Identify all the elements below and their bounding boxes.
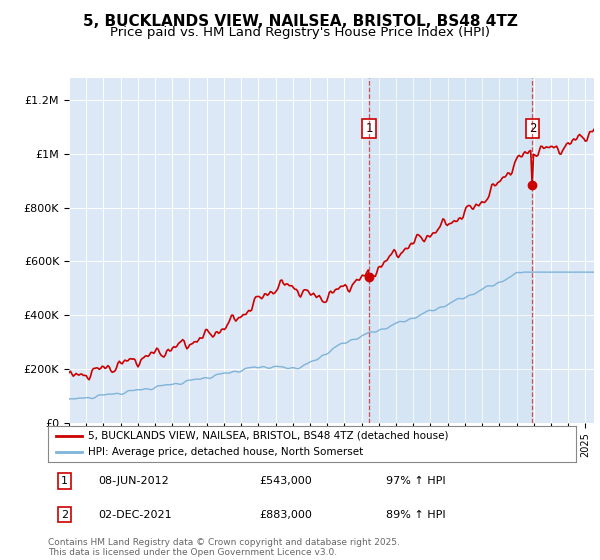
Text: 08-JUN-2012: 08-JUN-2012 bbox=[98, 476, 169, 486]
Text: 97% ↑ HPI: 97% ↑ HPI bbox=[386, 476, 446, 486]
Text: £543,000: £543,000 bbox=[259, 476, 312, 486]
Text: 1: 1 bbox=[61, 476, 68, 486]
Text: HPI: Average price, detached house, North Somerset: HPI: Average price, detached house, Nort… bbox=[88, 447, 363, 457]
Text: Price paid vs. HM Land Registry's House Price Index (HPI): Price paid vs. HM Land Registry's House … bbox=[110, 26, 490, 39]
Text: 89% ↑ HPI: 89% ↑ HPI bbox=[386, 510, 446, 520]
Text: 02-DEC-2021: 02-DEC-2021 bbox=[98, 510, 172, 520]
Text: 1: 1 bbox=[365, 122, 373, 135]
Text: 2: 2 bbox=[61, 510, 68, 520]
Text: Contains HM Land Registry data © Crown copyright and database right 2025.
This d: Contains HM Land Registry data © Crown c… bbox=[48, 538, 400, 557]
Bar bbox=[369, 78, 532, 423]
Text: 5, BUCKLANDS VIEW, NAILSEA, BRISTOL, BS48 4TZ (detached house): 5, BUCKLANDS VIEW, NAILSEA, BRISTOL, BS4… bbox=[88, 431, 448, 441]
Text: 5, BUCKLANDS VIEW, NAILSEA, BRISTOL, BS48 4TZ: 5, BUCKLANDS VIEW, NAILSEA, BRISTOL, BS4… bbox=[83, 14, 517, 29]
Text: 2: 2 bbox=[529, 122, 536, 135]
Text: £883,000: £883,000 bbox=[259, 510, 312, 520]
